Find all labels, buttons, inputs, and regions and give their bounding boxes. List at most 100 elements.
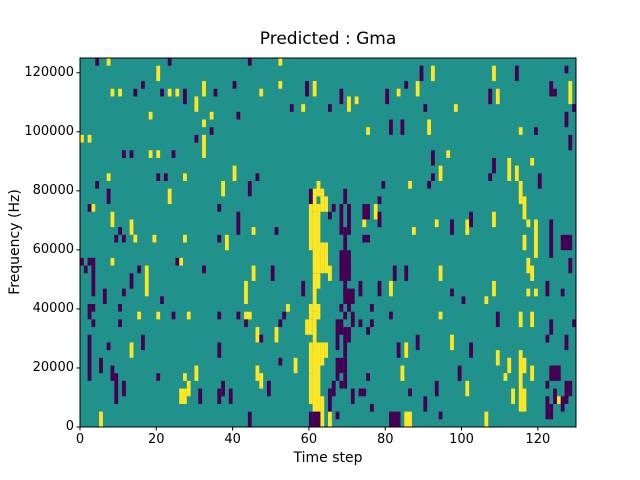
- heatmap-cell: [247, 411, 252, 428]
- heatmap-cell: [217, 204, 222, 212]
- heatmap-cell: [141, 334, 145, 351]
- x-axis-ticks: [79, 427, 539, 431]
- heatmap-cell: [514, 165, 519, 182]
- heatmap-cell: [534, 288, 538, 297]
- heatmap-cell: [438, 311, 443, 320]
- heatmap-cell: [572, 319, 576, 328]
- heatmap-cell: [362, 219, 367, 228]
- heatmap-cell: [453, 104, 458, 112]
- heatmap-cell: [80, 134, 84, 143]
- heatmap-cell: [316, 411, 321, 428]
- heatmap-cell: [347, 327, 351, 343]
- heatmap-cell: [389, 411, 401, 428]
- heatmap-cell: [434, 380, 439, 397]
- heatmap-cell: [316, 204, 321, 274]
- heatmap-cell: [308, 373, 313, 404]
- heatmap-cell: [156, 373, 161, 381]
- y-axis-label: Frequency (Hz): [7, 189, 23, 295]
- heatmap-cell: [381, 181, 386, 189]
- heatmap-cell: [213, 88, 218, 97]
- heatmap-cell: [469, 211, 473, 228]
- heatmap-cell: [221, 380, 225, 397]
- heatmap-cell: [244, 280, 248, 304]
- heatmap-cell: [400, 365, 405, 381]
- heatmap-cell: [274, 227, 279, 235]
- y-tick-label: 20000: [32, 359, 74, 375]
- heatmap-cell: [167, 88, 172, 97]
- heatmap-cell: [148, 150, 153, 158]
- heatmap-cell: [228, 388, 233, 404]
- heatmap-cell: [411, 227, 416, 235]
- heatmap-cell: [133, 234, 138, 243]
- heatmap-cell: [175, 88, 180, 97]
- heatmap-cell: [556, 396, 561, 404]
- heatmap-cell: [518, 311, 523, 328]
- heatmap-cell: [87, 334, 92, 381]
- heatmap-cell: [186, 380, 191, 397]
- heatmap-cell: [362, 204, 370, 220]
- heatmap-cell: [308, 204, 313, 251]
- heatmap-cell: [339, 380, 344, 389]
- heatmap-cell: [129, 273, 134, 289]
- heatmap-cell: [141, 81, 145, 89]
- heatmap-cell: [328, 388, 332, 412]
- heatmap-cell: [389, 119, 393, 135]
- heatmap-cell: [194, 365, 199, 381]
- y-tick-label: 60000: [32, 241, 74, 257]
- heatmap-cell: [209, 111, 214, 120]
- heatmap-cell: [339, 88, 344, 105]
- x-axis-label: Time step: [293, 450, 363, 466]
- x-tick-label: 40: [224, 432, 241, 447]
- heatmap-cell: [366, 373, 370, 381]
- heatmap-cell: [545, 396, 550, 420]
- heatmap-cell: [129, 342, 134, 358]
- heatmap-cell: [408, 388, 412, 397]
- heatmap-cell: [320, 396, 325, 427]
- heatmap-cell: [530, 365, 535, 381]
- heatmap-cell: [301, 104, 306, 112]
- heatmap-cell: [293, 357, 298, 374]
- heatmap-cell: [560, 288, 565, 297]
- heatmap-cell: [549, 81, 554, 97]
- heatmap-cell: [167, 188, 172, 205]
- heatmap-cell: [99, 411, 103, 428]
- heatmap-cell: [320, 242, 325, 274]
- heatmap-cell: [160, 296, 164, 304]
- heatmap-cell: [568, 257, 573, 274]
- heatmap-cell: [278, 58, 283, 66]
- heatmap-cell: [343, 288, 355, 305]
- heatmap-cell: [198, 388, 203, 404]
- heatmap-cell: [377, 280, 382, 297]
- heatmap-cell: [568, 81, 573, 105]
- heatmap-cell: [331, 380, 336, 397]
- heatmap-cell: [534, 219, 538, 258]
- heatmap-cell: [396, 88, 401, 97]
- heatmap-cell: [91, 319, 96, 328]
- heatmap-cell: [202, 81, 206, 97]
- heatmap-cell: [530, 157, 535, 166]
- heatmap-cell: [553, 88, 557, 97]
- heatmap-cell: [186, 311, 191, 320]
- heatmap-cell: [534, 127, 538, 135]
- heatmap-cell: [217, 234, 222, 243]
- heatmap-cell: [339, 304, 344, 312]
- heatmap-cell: [259, 373, 264, 389]
- heatmap-cell: [308, 188, 313, 205]
- heatmap-cell: [369, 304, 374, 312]
- heatmap-cell: [224, 234, 229, 251]
- heatmap-cell: [316, 403, 321, 412]
- heatmap-cell: [87, 257, 96, 266]
- heatmap-cell: [87, 304, 92, 320]
- x-tick-label: 100: [449, 432, 474, 447]
- heatmap-cell: [450, 334, 454, 351]
- heatmap-cell: [450, 288, 454, 297]
- heatmap-cell: [423, 396, 428, 412]
- heatmap-cell: [564, 380, 569, 404]
- heatmap-cell: [95, 58, 100, 66]
- heatmap-cell: [343, 227, 348, 243]
- heatmap-cell: [560, 396, 565, 412]
- heatmap-cell: [110, 211, 115, 228]
- heatmap-cell: [530, 311, 535, 328]
- axes-spine: [79, 57, 577, 428]
- heatmap-cell: [545, 280, 550, 297]
